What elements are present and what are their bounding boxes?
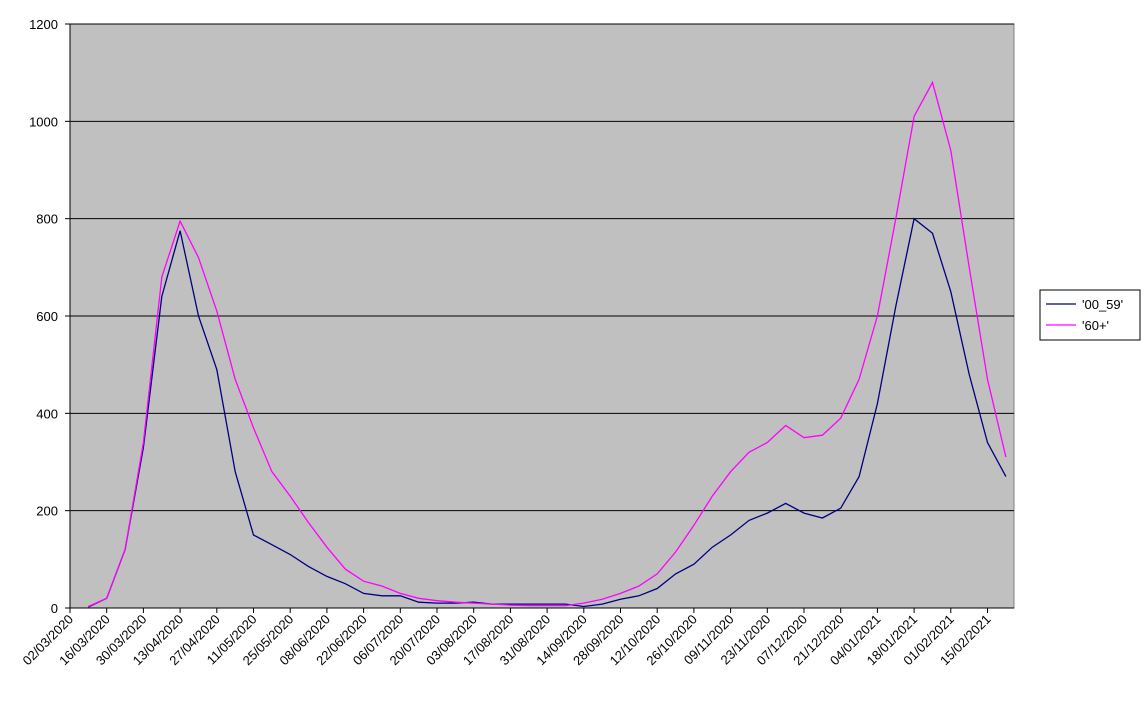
series-line [88, 217, 1007, 608]
y-tick-label: 1000 [29, 114, 58, 129]
series-line [88, 80, 1007, 608]
legend: '00_59' '60+' [1039, 289, 1141, 341]
y-tick-label: 800 [36, 212, 58, 227]
legend-box [1039, 289, 1141, 341]
y-tick-label: 0 [51, 601, 58, 616]
legend-label: '00_59' [1082, 297, 1123, 312]
y-tick-label: 400 [36, 406, 58, 421]
y-tick-label: 1200 [29, 17, 58, 32]
y-tick-label: 600 [36, 309, 58, 324]
legend-label: '60+' [1082, 318, 1109, 333]
y-tick-label: 200 [36, 504, 58, 519]
